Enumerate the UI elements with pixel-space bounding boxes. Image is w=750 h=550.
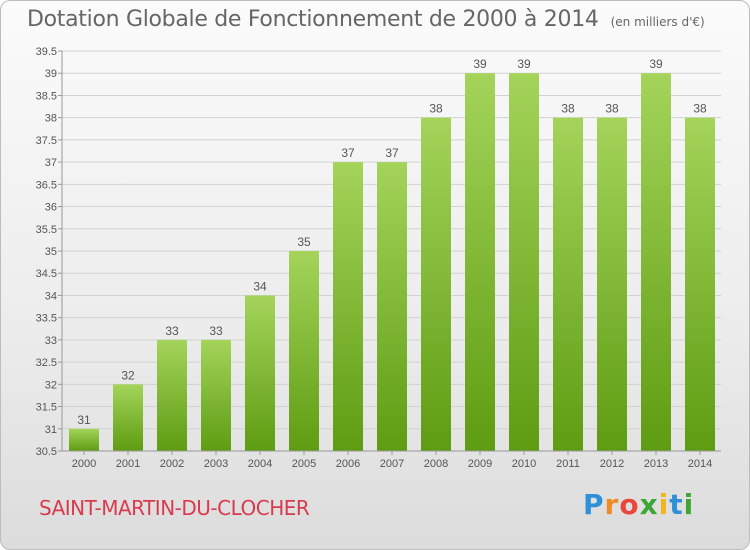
bar-chart: 31 32 33 33 34 35 37 37 38 39 39 38 38 39 38 30.5 31 31.…	[36, 46, 721, 470]
bar-value-label: 39	[473, 57, 487, 71]
bar	[289, 251, 319, 451]
bar-value-label: 38	[429, 102, 443, 116]
bar-value-label: 34	[253, 279, 267, 293]
y-tick-label: 39	[45, 68, 57, 80]
axis-layer: 30.5 31 31.5 32 32.5 33 33.5 34 34.5 35 35.5 36 36.5…	[36, 46, 721, 470]
bar	[685, 117, 715, 452]
x-tick-label: 2008	[424, 458, 448, 470]
x-tick-label: 2006	[336, 458, 360, 470]
y-tick-label: 36	[45, 202, 57, 214]
y-tick-label: 38.5	[36, 90, 57, 102]
labels-layer: 31 32 33 33 34 35 37 37 38 39 39 38 38 39 38	[77, 57, 707, 427]
x-tick-label: 2003	[204, 458, 228, 470]
bar	[333, 162, 363, 451]
y-tick-label: 38	[45, 113, 57, 125]
x-tick-label: 2004	[248, 458, 272, 470]
bar-value-label: 32	[121, 368, 135, 382]
x-tick-label: 2011	[556, 458, 580, 470]
bar	[201, 339, 231, 451]
bar	[465, 73, 495, 451]
bar	[509, 73, 539, 451]
chart-title-text: Dotation Globale de Fonctionnement de 20…	[27, 7, 599, 32]
y-tick-label: 35.5	[36, 224, 57, 236]
y-tick-label: 34.5	[36, 268, 57, 280]
y-tick-label: 30.5	[36, 446, 57, 458]
bar-value-label: 33	[209, 324, 223, 338]
bar	[377, 162, 407, 451]
logo-letter: P	[583, 488, 605, 521]
logo-letter: i	[658, 488, 670, 521]
y-tick-label: 36.5	[36, 179, 57, 191]
commune-name: SAINT-MARTIN-DU-CLOCHER	[39, 496, 310, 520]
y-tick-label: 37.5	[36, 135, 57, 147]
logo-letter: x	[639, 488, 659, 521]
y-tick-label: 31	[45, 424, 57, 436]
y-tick-label: 35	[45, 246, 57, 258]
x-tick-label: 2014	[688, 458, 712, 470]
proxiti-logo: Proxiti	[583, 488, 694, 521]
y-tick-label: 34	[45, 290, 57, 302]
bar	[245, 295, 275, 451]
y-tick-label: 31.5	[36, 402, 57, 414]
bar	[157, 339, 187, 451]
chart-unit: (en milliers d'€)	[610, 15, 705, 29]
bar-value-label: 33	[165, 324, 179, 338]
bar	[597, 117, 627, 452]
x-tick-label: 2001	[116, 458, 140, 470]
bar	[641, 73, 671, 451]
logo-letter: i	[683, 488, 695, 521]
bar	[421, 117, 451, 452]
y-tick-label: 33.5	[36, 313, 57, 325]
bar-value-label: 37	[341, 146, 355, 160]
bar-value-label: 38	[605, 102, 619, 116]
x-tick-label: 2012	[600, 458, 624, 470]
bars-layer	[69, 73, 715, 452]
x-tick-label: 2009	[468, 458, 492, 470]
x-tick-label: 2005	[292, 458, 316, 470]
x-tick-label: 2007	[380, 458, 404, 470]
x-tick-label: 2000	[72, 458, 96, 470]
bar-value-label: 39	[649, 57, 663, 71]
bar-value-label: 38	[693, 102, 707, 116]
bar	[69, 428, 99, 451]
bar	[113, 384, 143, 451]
bar	[553, 117, 583, 452]
logo-letter: o	[619, 488, 640, 521]
chart-title: Dotation Globale de Fonctionnement de 20…	[27, 7, 705, 32]
bar-value-label: 31	[77, 413, 91, 427]
bar-value-label: 39	[517, 57, 531, 71]
x-tick-label: 2010	[512, 458, 536, 470]
y-tick-label: 39.5	[36, 46, 57, 58]
bar-value-label: 38	[561, 102, 575, 116]
x-tick-label: 2002	[160, 458, 184, 470]
y-tick-label: 37	[45, 157, 57, 169]
bar-value-label: 35	[297, 235, 311, 249]
y-tick-label: 32.5	[36, 357, 57, 369]
x-tick-label: 2013	[644, 458, 668, 470]
logo-letter: t	[669, 488, 684, 521]
y-tick-label: 33	[45, 335, 57, 347]
y-tick-label: 32	[45, 379, 57, 391]
logo-letter: r	[604, 488, 620, 521]
bar-value-label: 37	[385, 146, 399, 160]
